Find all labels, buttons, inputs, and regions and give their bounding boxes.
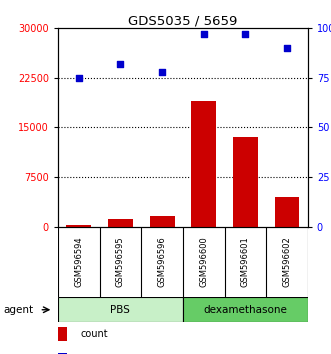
Bar <box>150 216 174 227</box>
Point <box>201 32 206 37</box>
Text: GSM596596: GSM596596 <box>158 236 166 287</box>
Title: GDS5035 / 5659: GDS5035 / 5659 <box>128 14 238 27</box>
Text: PBS: PBS <box>111 305 130 315</box>
Text: GSM596601: GSM596601 <box>241 236 250 287</box>
Point <box>243 32 248 37</box>
Bar <box>233 137 258 227</box>
Bar <box>58 327 67 341</box>
Bar <box>274 197 300 227</box>
Point <box>118 61 123 67</box>
Text: dexamethasone: dexamethasone <box>204 305 287 315</box>
Text: GSM596600: GSM596600 <box>199 236 208 287</box>
Point <box>284 45 290 51</box>
Bar <box>183 297 308 322</box>
Bar <box>108 219 133 227</box>
Bar <box>191 101 216 227</box>
Bar <box>58 353 67 354</box>
Text: count: count <box>80 329 108 339</box>
Bar <box>66 224 91 227</box>
Bar <box>58 297 183 322</box>
Text: agent: agent <box>3 305 33 315</box>
Point <box>160 69 165 75</box>
Text: GSM596602: GSM596602 <box>282 236 292 287</box>
Point <box>76 75 81 81</box>
Text: GSM596595: GSM596595 <box>116 236 125 287</box>
Text: GSM596594: GSM596594 <box>74 236 83 287</box>
